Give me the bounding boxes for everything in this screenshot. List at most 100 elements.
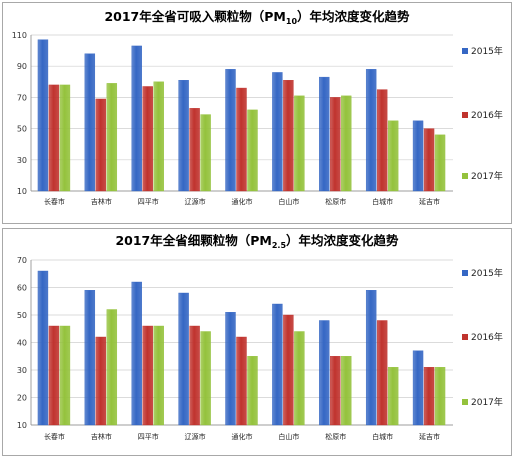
chart-0-x-tick-label: 延吉市 xyxy=(419,197,440,206)
chart-1-bar xyxy=(189,325,200,426)
chart-0-y-tick-label: 110 xyxy=(12,31,27,40)
chart-1-x-tick-label: 白山市 xyxy=(278,432,299,441)
chart-1-x-tick-label: 四平市 xyxy=(138,432,159,441)
chart-0-y-tick-label: 70 xyxy=(17,93,27,102)
chart-1-bar xyxy=(236,336,247,426)
chart-1-bar xyxy=(387,367,399,426)
chart-1-bar xyxy=(412,350,424,426)
chart-0-bar xyxy=(294,95,305,192)
chart-0-x-tick-label: 松原市 xyxy=(325,197,346,206)
chart-1-bar xyxy=(200,331,211,426)
chart-0-bar xyxy=(283,80,294,192)
chart-0-bar xyxy=(330,97,341,192)
chart-1-x-tick-label: 松原市 xyxy=(325,432,346,441)
chart-1-bar xyxy=(365,290,377,426)
chart-0-bar xyxy=(225,69,236,192)
chart-1-y-tick-label: 60 xyxy=(17,284,27,293)
chart-0-bar xyxy=(376,89,388,192)
pm25-chart-panel: 2017年全省细颗粒物（PM2.5）年均浓度变化趋势 10 20 30 40 50 60 70… xyxy=(2,228,512,456)
chart-1-x-tick-label: 白城市 xyxy=(372,432,393,441)
chart-1-y-tick-label: 20 xyxy=(17,394,27,403)
chart-1-bar xyxy=(330,356,341,426)
chart-1-title: 2017年全省细颗粒物（PM2.5）年均浓度变化趋势 xyxy=(115,233,399,250)
chart-0-x-tick-label: 通化市 xyxy=(232,197,253,206)
chart-1-x-tick-label: 长春市 xyxy=(44,432,65,441)
chart-1-x-tick-label: 延吉市 xyxy=(419,432,440,441)
pm10-chart: 2017年全省可吸入颗粒物（PM10）年均浓度变化趋势 10 30 50 70 90 110… xyxy=(12,9,503,206)
chart-1-y-tick-label: 10 xyxy=(17,421,27,430)
chart-0-legend-swatch xyxy=(462,48,468,54)
chart-1-legend-label: 2017年 xyxy=(471,396,503,408)
chart-1-bar xyxy=(294,331,305,426)
chart-0-legend-label: 2015年 xyxy=(471,45,503,57)
chart-1-bar xyxy=(95,336,107,426)
chart-1-bar xyxy=(178,292,189,426)
chart-1-legend-swatch xyxy=(462,399,468,405)
chart-1-legend-label: 2016年 xyxy=(471,331,503,343)
chart-0-bar xyxy=(59,84,71,192)
chart-0-bar xyxy=(247,109,258,192)
chart-1-y-tick-label: 50 xyxy=(17,311,27,320)
chart-1-y-tick-label: 70 xyxy=(17,256,27,265)
chart-1-legend-label: 2015年 xyxy=(471,267,503,279)
chart-0-title: 2017年全省可吸入颗粒物（PM10）年均浓度变化趋势 xyxy=(104,9,410,26)
chart-0-bar xyxy=(319,76,330,192)
chart-0-bar xyxy=(341,95,352,192)
chart-0-bar xyxy=(189,108,200,192)
chart-1-bar xyxy=(272,303,283,426)
chart-1-x-tick-label: 辽源市 xyxy=(185,432,206,441)
chart-0-bar xyxy=(412,120,424,192)
chart-1-bar xyxy=(153,325,164,426)
chart-0-bar xyxy=(200,114,211,192)
chart-0-y-tick-label: 50 xyxy=(17,125,27,134)
chart-1-bar xyxy=(376,320,388,426)
chart-1-bar xyxy=(84,290,96,426)
chart-1-x-tick-label: 通化市 xyxy=(232,432,253,441)
chart-1-bar xyxy=(434,367,446,426)
chart-0-bar xyxy=(37,39,49,192)
chart-1-bar xyxy=(247,356,258,426)
chart-0-x-tick-label: 吉林市 xyxy=(91,197,112,206)
chart-0-bar xyxy=(178,80,189,192)
chart-1-bar xyxy=(131,281,142,426)
chart-0-bar xyxy=(365,69,377,192)
chart-1-bar xyxy=(59,325,71,426)
chart-1-y-tick-label: 40 xyxy=(17,339,27,348)
chart-0-bar xyxy=(272,72,283,192)
chart-0-x-tick-label: 辽源市 xyxy=(185,197,206,206)
chart-0-x-tick-label: 长春市 xyxy=(44,197,65,206)
chart-0-y-tick-label: 30 xyxy=(17,156,27,165)
chart-0-bar xyxy=(142,86,153,192)
chart-0-bar xyxy=(106,83,118,192)
chart-1-bar xyxy=(37,270,49,426)
chart-1-bar xyxy=(48,325,60,426)
chart-1-bar xyxy=(283,314,294,426)
chart-1-x-tick-label: 吉林市 xyxy=(91,432,112,441)
pm25-chart: 2017年全省细颗粒物（PM2.5）年均浓度变化趋势 10 20 30 40 50 60 70… xyxy=(17,233,503,441)
chart-0-y-tick-label: 10 xyxy=(17,187,27,196)
chart-0-legend-label: 2016年 xyxy=(471,109,503,121)
chart-1-bar xyxy=(225,312,236,426)
chart-0-bar xyxy=(131,45,142,192)
chart-0-x-tick-label: 白山市 xyxy=(278,197,299,206)
chart-1-bar xyxy=(341,356,352,426)
chart-0-y-tick-label: 90 xyxy=(17,62,27,71)
chart-0-bar xyxy=(236,87,247,192)
chart-0-x-tick-label: 白城市 xyxy=(372,197,393,206)
chart-0-bar xyxy=(84,53,96,192)
pm10-chart-panel: 2017年全省可吸入颗粒物（PM10）年均浓度变化趋势 10 30 50 70 90 110… xyxy=(2,2,512,224)
chart-0-bar xyxy=(423,128,435,192)
chart-0-bar xyxy=(153,81,164,192)
chart-0-bar xyxy=(434,134,446,192)
chart-0-bar xyxy=(387,120,399,192)
chart-0-bar xyxy=(48,84,60,192)
chart-1-legend-swatch xyxy=(462,270,468,276)
chart-1-bar xyxy=(423,367,435,426)
chart-1-bar xyxy=(106,309,118,426)
chart-0-legend-swatch xyxy=(462,173,468,179)
chart-1-y-tick-label: 30 xyxy=(17,366,27,375)
chart-1-bar xyxy=(142,325,153,426)
chart-0-legend-label: 2017年 xyxy=(471,170,503,182)
chart-1-legend-swatch xyxy=(462,334,468,340)
chart-0-legend-swatch xyxy=(462,112,468,118)
